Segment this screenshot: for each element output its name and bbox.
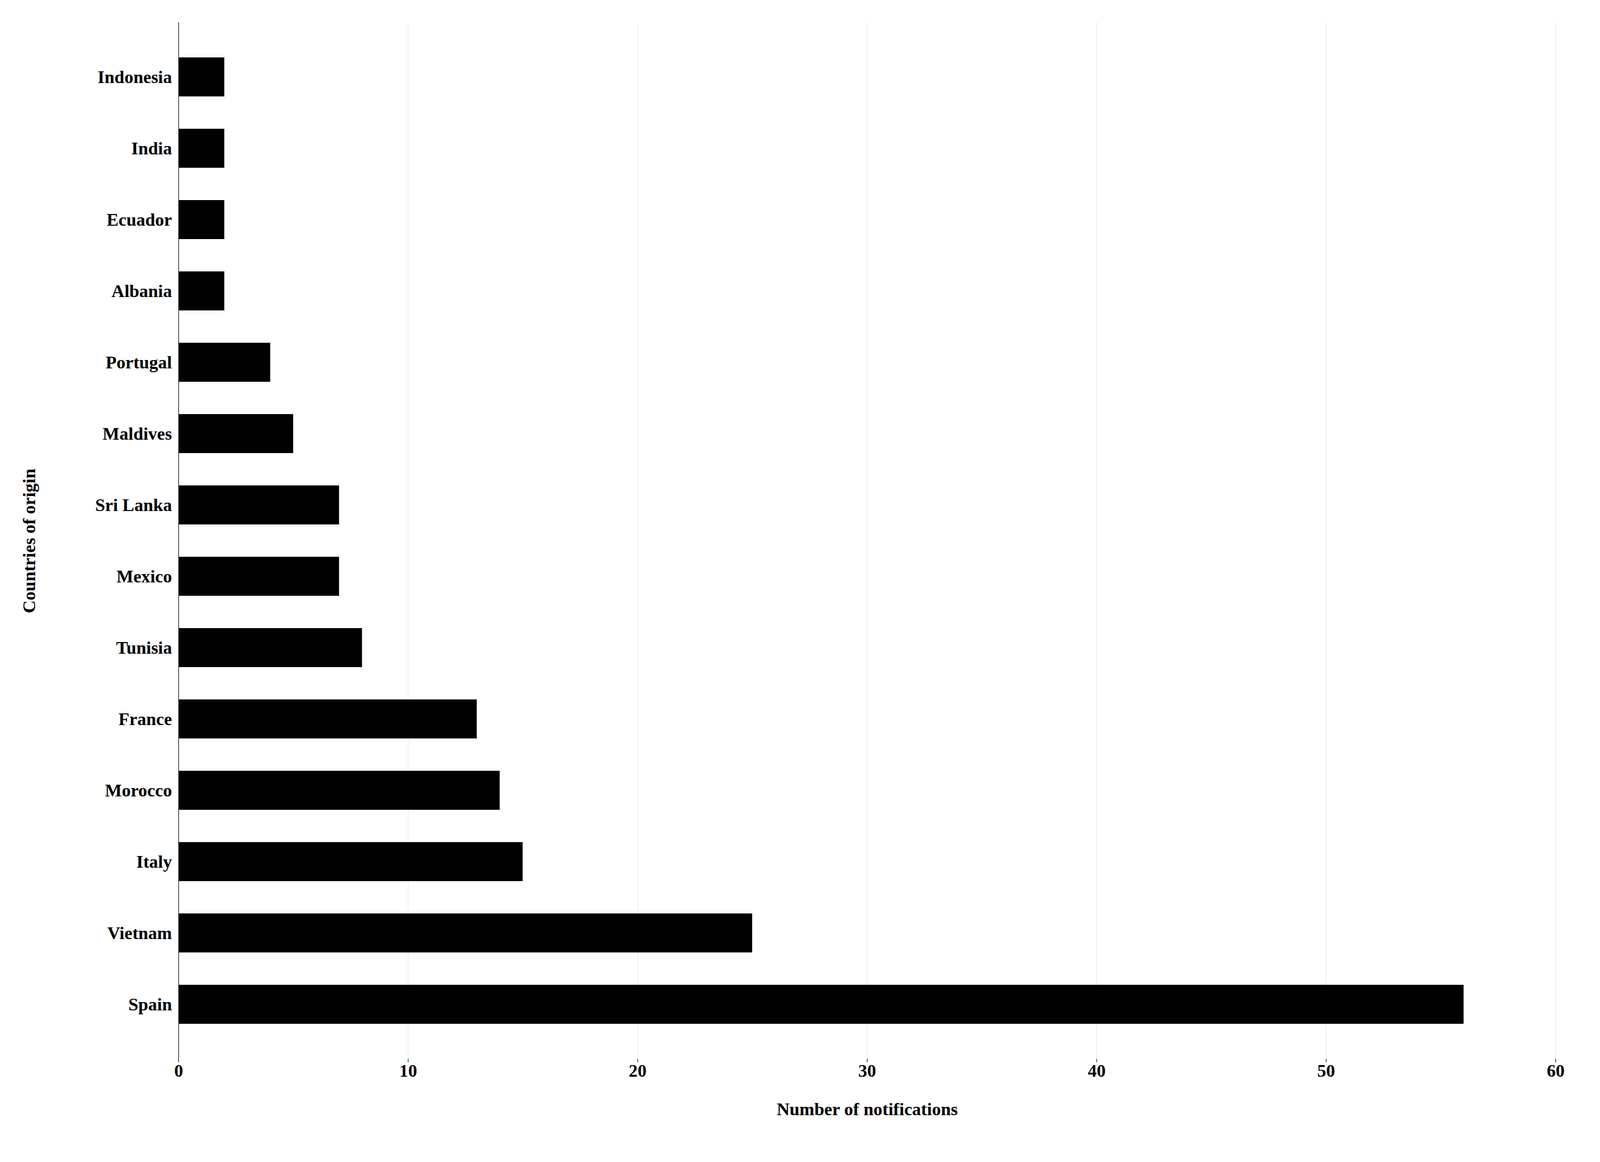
svg-text:40: 40 [1087,1060,1106,1081]
svg-text:Maldives: Maldives [102,423,172,444]
svg-text:Tunisia: Tunisia [115,637,172,658]
svg-text:50: 50 [1317,1060,1336,1081]
svg-text:Indonesia: Indonesia [97,66,172,87]
svg-text:60: 60 [1547,1060,1565,1081]
svg-text:10: 10 [399,1060,418,1081]
svg-text:Italy: Italy [136,851,173,872]
svg-text:Number of notifications: Number of notifications [776,1099,958,1120]
svg-text:Spain: Spain [128,994,172,1015]
svg-text:India: India [131,138,173,159]
svg-text:Vietnam: Vietnam [107,923,172,944]
svg-text:Albania: Albania [111,280,172,302]
svg-text:Ecuador: Ecuador [106,209,172,230]
svg-text:Portugal: Portugal [105,352,172,373]
svg-text:Mexico: Mexico [116,566,173,587]
svg-text:Morocco: Morocco [104,780,172,801]
svg-text:20: 20 [628,1060,647,1081]
svg-text:France: France [118,709,173,730]
svg-text:Sri Lanka: Sri Lanka [95,495,173,516]
svg-text:Countries of origin: Countries of origin [18,468,40,614]
svg-text:30: 30 [858,1060,877,1081]
svg-text:0: 0 [174,1060,184,1081]
